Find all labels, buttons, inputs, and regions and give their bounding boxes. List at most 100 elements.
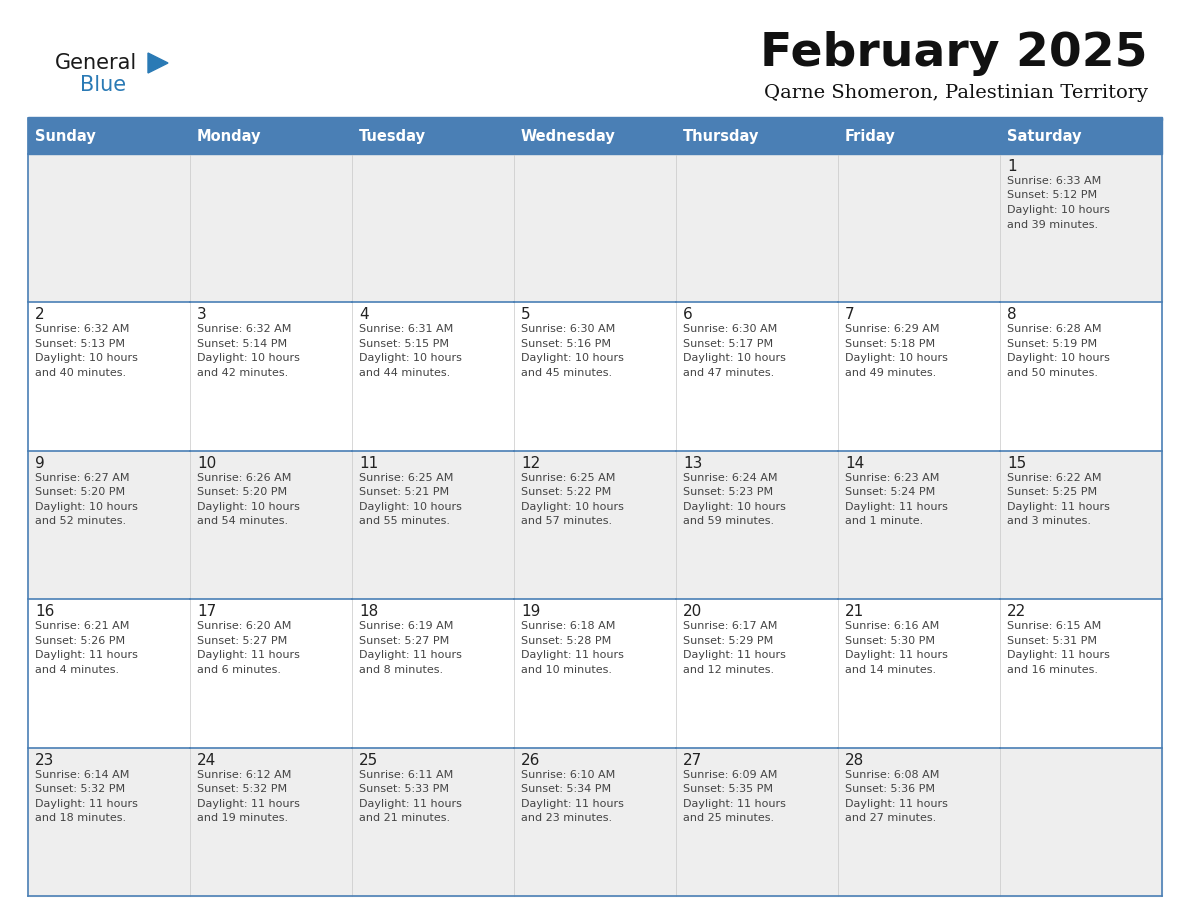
Text: 8: 8 xyxy=(1007,308,1017,322)
Text: Sunrise: 6:19 AM: Sunrise: 6:19 AM xyxy=(359,621,454,632)
Bar xyxy=(29,302,190,451)
Text: Daylight: 11 hours: Daylight: 11 hours xyxy=(522,650,624,660)
Text: Daylight: 11 hours: Daylight: 11 hours xyxy=(1007,502,1110,512)
Bar xyxy=(29,118,190,154)
Bar xyxy=(29,451,190,599)
Text: Daylight: 10 hours: Daylight: 10 hours xyxy=(522,353,624,364)
Text: Daylight: 11 hours: Daylight: 11 hours xyxy=(1007,650,1110,660)
Text: Daylight: 10 hours: Daylight: 10 hours xyxy=(34,353,138,364)
Text: and 42 minutes.: and 42 minutes. xyxy=(197,368,289,378)
Text: and 45 minutes.: and 45 minutes. xyxy=(522,368,612,378)
Text: Sunrise: 6:29 AM: Sunrise: 6:29 AM xyxy=(845,324,940,334)
Text: 1: 1 xyxy=(1007,159,1017,174)
Text: Sunset: 5:26 PM: Sunset: 5:26 PM xyxy=(34,635,125,645)
Text: Sunrise: 6:08 AM: Sunrise: 6:08 AM xyxy=(845,769,940,779)
Text: February 2025: February 2025 xyxy=(760,30,1148,75)
Text: and 4 minutes.: and 4 minutes. xyxy=(34,665,119,675)
Text: Sunrise: 6:22 AM: Sunrise: 6:22 AM xyxy=(1007,473,1101,483)
Text: and 12 minutes.: and 12 minutes. xyxy=(683,665,775,675)
Bar xyxy=(838,451,1000,599)
Text: 22: 22 xyxy=(1007,604,1026,620)
Bar xyxy=(676,118,838,154)
Text: and 14 minutes.: and 14 minutes. xyxy=(845,665,936,675)
Text: Sunrise: 6:17 AM: Sunrise: 6:17 AM xyxy=(683,621,777,632)
Text: 4: 4 xyxy=(359,308,368,322)
Text: Sunrise: 6:10 AM: Sunrise: 6:10 AM xyxy=(522,769,615,779)
Bar xyxy=(514,118,676,154)
Text: Sunrise: 6:21 AM: Sunrise: 6:21 AM xyxy=(34,621,129,632)
Text: Sunset: 5:21 PM: Sunset: 5:21 PM xyxy=(359,487,449,498)
Text: and 21 minutes.: and 21 minutes. xyxy=(359,813,450,823)
Text: 25: 25 xyxy=(359,753,378,767)
Text: Daylight: 10 hours: Daylight: 10 hours xyxy=(34,502,138,512)
Text: 21: 21 xyxy=(845,604,864,620)
Text: Sunset: 5:20 PM: Sunset: 5:20 PM xyxy=(34,487,125,498)
Text: and 6 minutes.: and 6 minutes. xyxy=(197,665,282,675)
Text: Sunrise: 6:25 AM: Sunrise: 6:25 AM xyxy=(522,473,615,483)
Text: Sunset: 5:31 PM: Sunset: 5:31 PM xyxy=(1007,635,1097,645)
Text: Qarne Shomeron, Palestinian Territory: Qarne Shomeron, Palestinian Territory xyxy=(764,84,1148,102)
Bar xyxy=(190,747,352,896)
Bar xyxy=(352,154,514,302)
Text: and 1 minute.: and 1 minute. xyxy=(845,516,923,526)
Text: and 57 minutes.: and 57 minutes. xyxy=(522,516,612,526)
Text: 24: 24 xyxy=(197,753,216,767)
Bar xyxy=(190,154,352,302)
Bar xyxy=(676,154,838,302)
Text: Sunset: 5:25 PM: Sunset: 5:25 PM xyxy=(1007,487,1098,498)
Text: 26: 26 xyxy=(522,753,541,767)
Bar xyxy=(190,302,352,451)
Text: Sunrise: 6:30 AM: Sunrise: 6:30 AM xyxy=(522,324,615,334)
Text: Daylight: 11 hours: Daylight: 11 hours xyxy=(34,799,138,809)
Text: Sunrise: 6:12 AM: Sunrise: 6:12 AM xyxy=(197,769,291,779)
Text: and 16 minutes.: and 16 minutes. xyxy=(1007,665,1098,675)
Text: and 47 minutes.: and 47 minutes. xyxy=(683,368,775,378)
Bar xyxy=(29,154,190,302)
Bar xyxy=(1000,451,1162,599)
Text: Daylight: 11 hours: Daylight: 11 hours xyxy=(845,799,948,809)
Text: Daylight: 11 hours: Daylight: 11 hours xyxy=(683,799,786,809)
Text: 16: 16 xyxy=(34,604,55,620)
Bar xyxy=(29,599,190,747)
Text: 28: 28 xyxy=(845,753,864,767)
Text: and 59 minutes.: and 59 minutes. xyxy=(683,516,775,526)
Text: Daylight: 10 hours: Daylight: 10 hours xyxy=(1007,205,1110,215)
Bar xyxy=(676,451,838,599)
Text: Sunrise: 6:26 AM: Sunrise: 6:26 AM xyxy=(197,473,291,483)
Bar xyxy=(838,599,1000,747)
Bar xyxy=(514,302,676,451)
Text: Daylight: 11 hours: Daylight: 11 hours xyxy=(359,799,462,809)
Text: Daylight: 10 hours: Daylight: 10 hours xyxy=(683,353,786,364)
Text: Daylight: 10 hours: Daylight: 10 hours xyxy=(197,353,299,364)
Text: Daylight: 11 hours: Daylight: 11 hours xyxy=(197,650,299,660)
Text: 14: 14 xyxy=(845,456,864,471)
Bar xyxy=(1000,599,1162,747)
Text: Daylight: 11 hours: Daylight: 11 hours xyxy=(359,650,462,660)
Text: Wednesday: Wednesday xyxy=(522,129,615,143)
Bar xyxy=(352,302,514,451)
Text: Daylight: 10 hours: Daylight: 10 hours xyxy=(359,353,462,364)
Text: Daylight: 10 hours: Daylight: 10 hours xyxy=(845,353,948,364)
Text: Sunset: 5:19 PM: Sunset: 5:19 PM xyxy=(1007,339,1098,349)
Text: Sunrise: 6:25 AM: Sunrise: 6:25 AM xyxy=(359,473,454,483)
Text: Sunset: 5:27 PM: Sunset: 5:27 PM xyxy=(197,635,287,645)
Text: Sunrise: 6:31 AM: Sunrise: 6:31 AM xyxy=(359,324,454,334)
Text: Blue: Blue xyxy=(80,75,126,95)
Text: and 8 minutes.: and 8 minutes. xyxy=(359,665,443,675)
Bar xyxy=(352,451,514,599)
Text: Sunset: 5:33 PM: Sunset: 5:33 PM xyxy=(359,784,449,794)
Bar xyxy=(190,118,352,154)
Text: Sunset: 5:32 PM: Sunset: 5:32 PM xyxy=(197,784,287,794)
Text: Sunset: 5:18 PM: Sunset: 5:18 PM xyxy=(845,339,935,349)
Text: Sunset: 5:27 PM: Sunset: 5:27 PM xyxy=(359,635,449,645)
Bar xyxy=(676,302,838,451)
Text: 15: 15 xyxy=(1007,456,1026,471)
Text: Daylight: 10 hours: Daylight: 10 hours xyxy=(359,502,462,512)
Text: Sunset: 5:29 PM: Sunset: 5:29 PM xyxy=(683,635,773,645)
Text: and 3 minutes.: and 3 minutes. xyxy=(1007,516,1091,526)
Text: Daylight: 10 hours: Daylight: 10 hours xyxy=(683,502,786,512)
Bar xyxy=(29,747,190,896)
Text: Sunset: 5:35 PM: Sunset: 5:35 PM xyxy=(683,784,773,794)
Text: Sunrise: 6:33 AM: Sunrise: 6:33 AM xyxy=(1007,176,1101,186)
Bar xyxy=(352,747,514,896)
